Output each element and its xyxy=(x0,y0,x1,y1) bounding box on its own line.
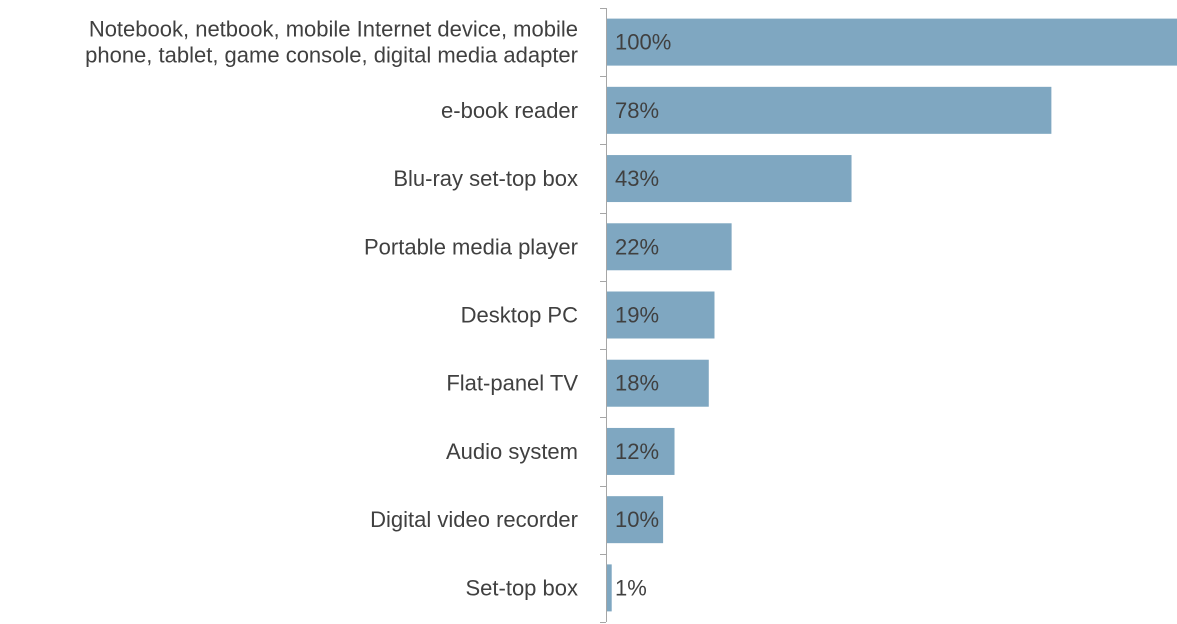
bar-value-label: 10% xyxy=(615,507,659,532)
bar xyxy=(607,18,1177,66)
bar-value-label: 100% xyxy=(615,30,671,55)
bar-value-label: 22% xyxy=(615,234,659,259)
labels-layer: 100% Notebook, netbook, mobile Internet d… xyxy=(85,17,671,601)
category-label: phone, tablet, game console, digital med… xyxy=(85,43,578,68)
category-label: Digital video recorder xyxy=(370,507,578,532)
bar xyxy=(607,223,732,271)
bar xyxy=(607,359,709,407)
bar-value-label: 1% xyxy=(615,575,647,600)
bars-layer xyxy=(607,18,1177,612)
category-label: Audio system xyxy=(446,439,578,464)
bar xyxy=(607,291,715,339)
bar xyxy=(607,564,612,612)
category-label: Notebook, netbook, mobile Internet devic… xyxy=(89,17,578,42)
category-label: e-book reader xyxy=(441,98,578,123)
category-label: Flat-panel TV xyxy=(446,371,578,396)
category-label: Desktop PC xyxy=(461,303,578,328)
bar-value-label: 78% xyxy=(615,98,659,123)
bar xyxy=(607,427,675,475)
bar-value-label: 18% xyxy=(615,371,659,396)
category-label: Set-top box xyxy=(465,575,578,600)
bar-value-label: 43% xyxy=(615,166,659,191)
bar xyxy=(607,496,664,544)
bar-value-label: 19% xyxy=(615,303,659,328)
bar xyxy=(607,86,1052,134)
bar xyxy=(607,155,852,203)
category-label: Blu-ray set-top box xyxy=(393,166,578,191)
axis-layer xyxy=(600,8,607,623)
bar-value-label: 12% xyxy=(615,439,659,464)
category-label: Portable media player xyxy=(364,234,578,259)
